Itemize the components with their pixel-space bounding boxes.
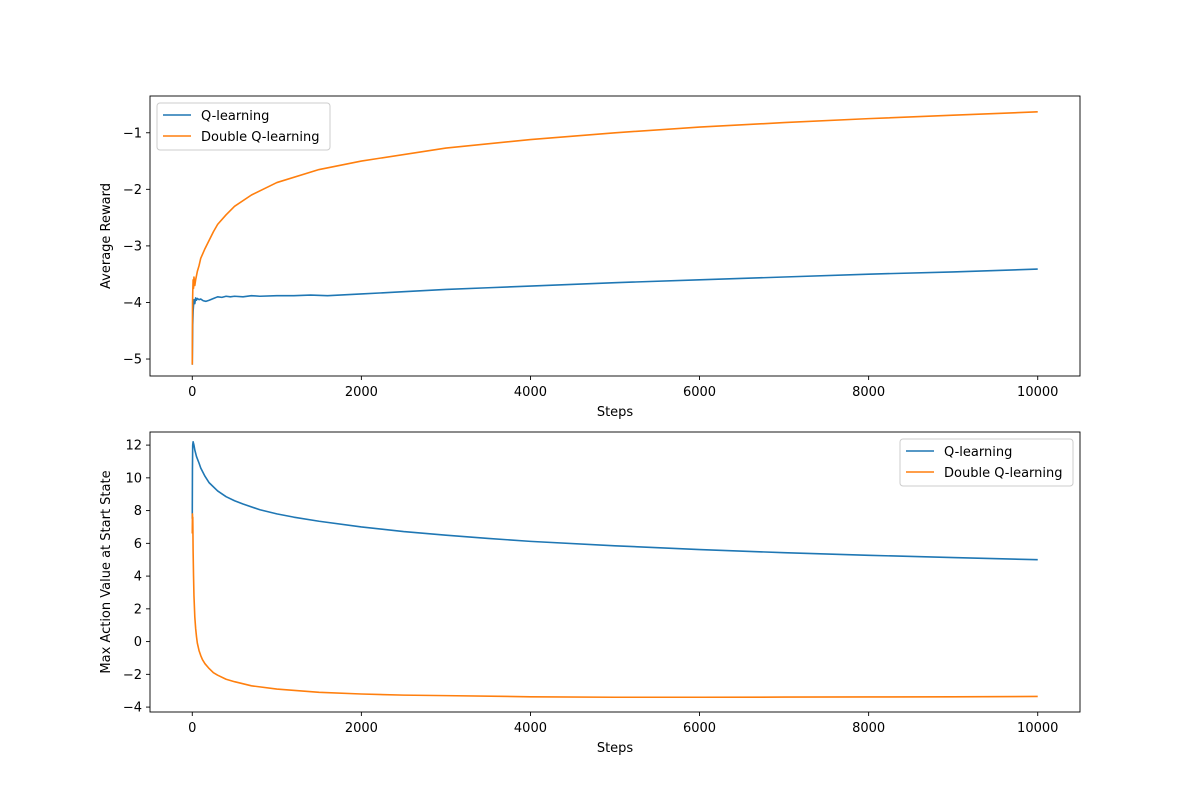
series-line-q-learning	[191, 268, 1038, 365]
series-line-q-learning	[191, 441, 1038, 561]
x-tick-label: 0	[188, 385, 196, 400]
x-tick-label: 8000	[852, 385, 885, 400]
plot-lines	[191, 111, 1038, 365]
y-tick-label: −3	[123, 239, 142, 254]
plot-frame	[149, 431, 1081, 713]
x-tick-label: 4000	[514, 721, 547, 736]
y-tick-label: 6	[134, 537, 142, 552]
x-tick-label: 6000	[683, 385, 716, 400]
y-tick-label: −2	[123, 668, 142, 683]
x-tick-label: 0	[188, 721, 196, 736]
x-tick-label: 10000	[1017, 385, 1058, 400]
x-axis-label: Steps	[597, 741, 634, 756]
y-tick-label: −4	[123, 701, 142, 716]
legend-label: Q-learning	[944, 445, 1012, 460]
x-tick-label: 2000	[345, 385, 378, 400]
x-tick-label: 2000	[345, 721, 378, 736]
y-tick-label: −5	[123, 353, 142, 368]
y-tick-label: −2	[123, 183, 142, 198]
x-axis-label: Steps	[597, 405, 634, 420]
y-tick-label: −1	[123, 126, 142, 141]
plot-frame	[149, 95, 1081, 377]
x-tick-label: 6000	[683, 721, 716, 736]
legend-label: Double Q-learning	[201, 130, 320, 145]
y-tick-label: 10	[125, 471, 142, 486]
y-tick-label: −4	[123, 296, 142, 311]
legend-box	[899, 438, 1074, 487]
legend: Q-learning Double Q-learning	[156, 102, 331, 151]
y-tick-label: 4	[134, 570, 142, 585]
average-reward-chart: 0 2000 4000 6000 8000 10000 −5 −4 −3 −2 −1 Steps Ave…	[99, 95, 1081, 420]
plot-lines	[191, 441, 1038, 699]
x-tick-label: 8000	[852, 721, 885, 736]
y-tick-label: 2	[134, 602, 142, 617]
y-axis-label: Max Action Value at Start State	[99, 470, 114, 673]
x-tick-label: 10000	[1017, 721, 1058, 736]
legend-box	[156, 102, 331, 151]
legend-label: Double Q-learning	[944, 466, 1063, 481]
x-tick-label: 4000	[514, 385, 547, 400]
max-action-value-chart: 0 2000 4000 6000 8000 10000 −4 −2 0 2 4 6 8 10 12 Steps…	[99, 431, 1081, 756]
y-axis-label: Average Reward	[99, 183, 114, 289]
series-line-double-q-learning	[191, 111, 1038, 365]
y-tick-label: 12	[125, 439, 142, 454]
legend-label: Q-learning	[201, 109, 269, 124]
legend: Q-learning Double Q-learning	[899, 438, 1074, 487]
y-tick-label: 0	[134, 635, 142, 650]
y-tick-label: 8	[134, 504, 142, 519]
series-line-double-q-learning	[191, 513, 1038, 699]
